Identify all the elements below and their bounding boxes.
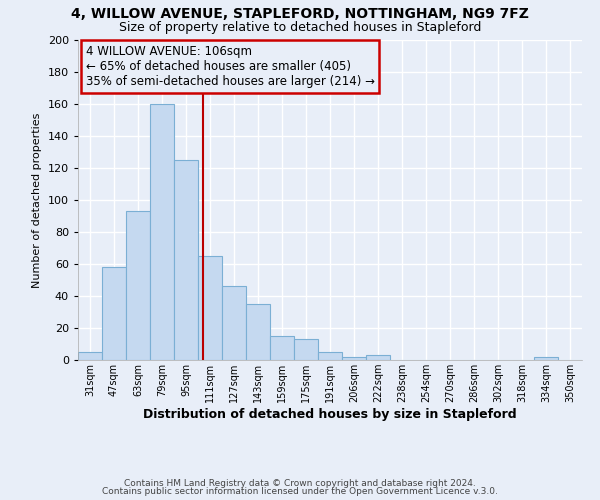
Bar bbox=[198, 256, 222, 360]
Bar bbox=[294, 339, 318, 360]
Bar bbox=[126, 211, 150, 360]
Text: Contains public sector information licensed under the Open Government Licence v.: Contains public sector information licen… bbox=[102, 487, 498, 496]
Text: 4, WILLOW AVENUE, STAPLEFORD, NOTTINGHAM, NG9 7FZ: 4, WILLOW AVENUE, STAPLEFORD, NOTTINGHAM… bbox=[71, 8, 529, 22]
Bar bbox=[78, 352, 102, 360]
Bar bbox=[174, 160, 198, 360]
Bar bbox=[222, 286, 246, 360]
X-axis label: Distribution of detached houses by size in Stapleford: Distribution of detached houses by size … bbox=[143, 408, 517, 421]
Bar bbox=[534, 357, 558, 360]
Y-axis label: Number of detached properties: Number of detached properties bbox=[32, 112, 42, 288]
Bar bbox=[270, 336, 294, 360]
Text: Size of property relative to detached houses in Stapleford: Size of property relative to detached ho… bbox=[119, 21, 481, 34]
Bar bbox=[318, 352, 342, 360]
Bar bbox=[342, 357, 366, 360]
Bar bbox=[246, 304, 270, 360]
Bar bbox=[150, 104, 174, 360]
Text: Contains HM Land Registry data © Crown copyright and database right 2024.: Contains HM Land Registry data © Crown c… bbox=[124, 478, 476, 488]
Text: 4 WILLOW AVENUE: 106sqm
← 65% of detached houses are smaller (405)
35% of semi-d: 4 WILLOW AVENUE: 106sqm ← 65% of detache… bbox=[86, 45, 374, 88]
Bar bbox=[366, 355, 390, 360]
Bar bbox=[102, 267, 126, 360]
